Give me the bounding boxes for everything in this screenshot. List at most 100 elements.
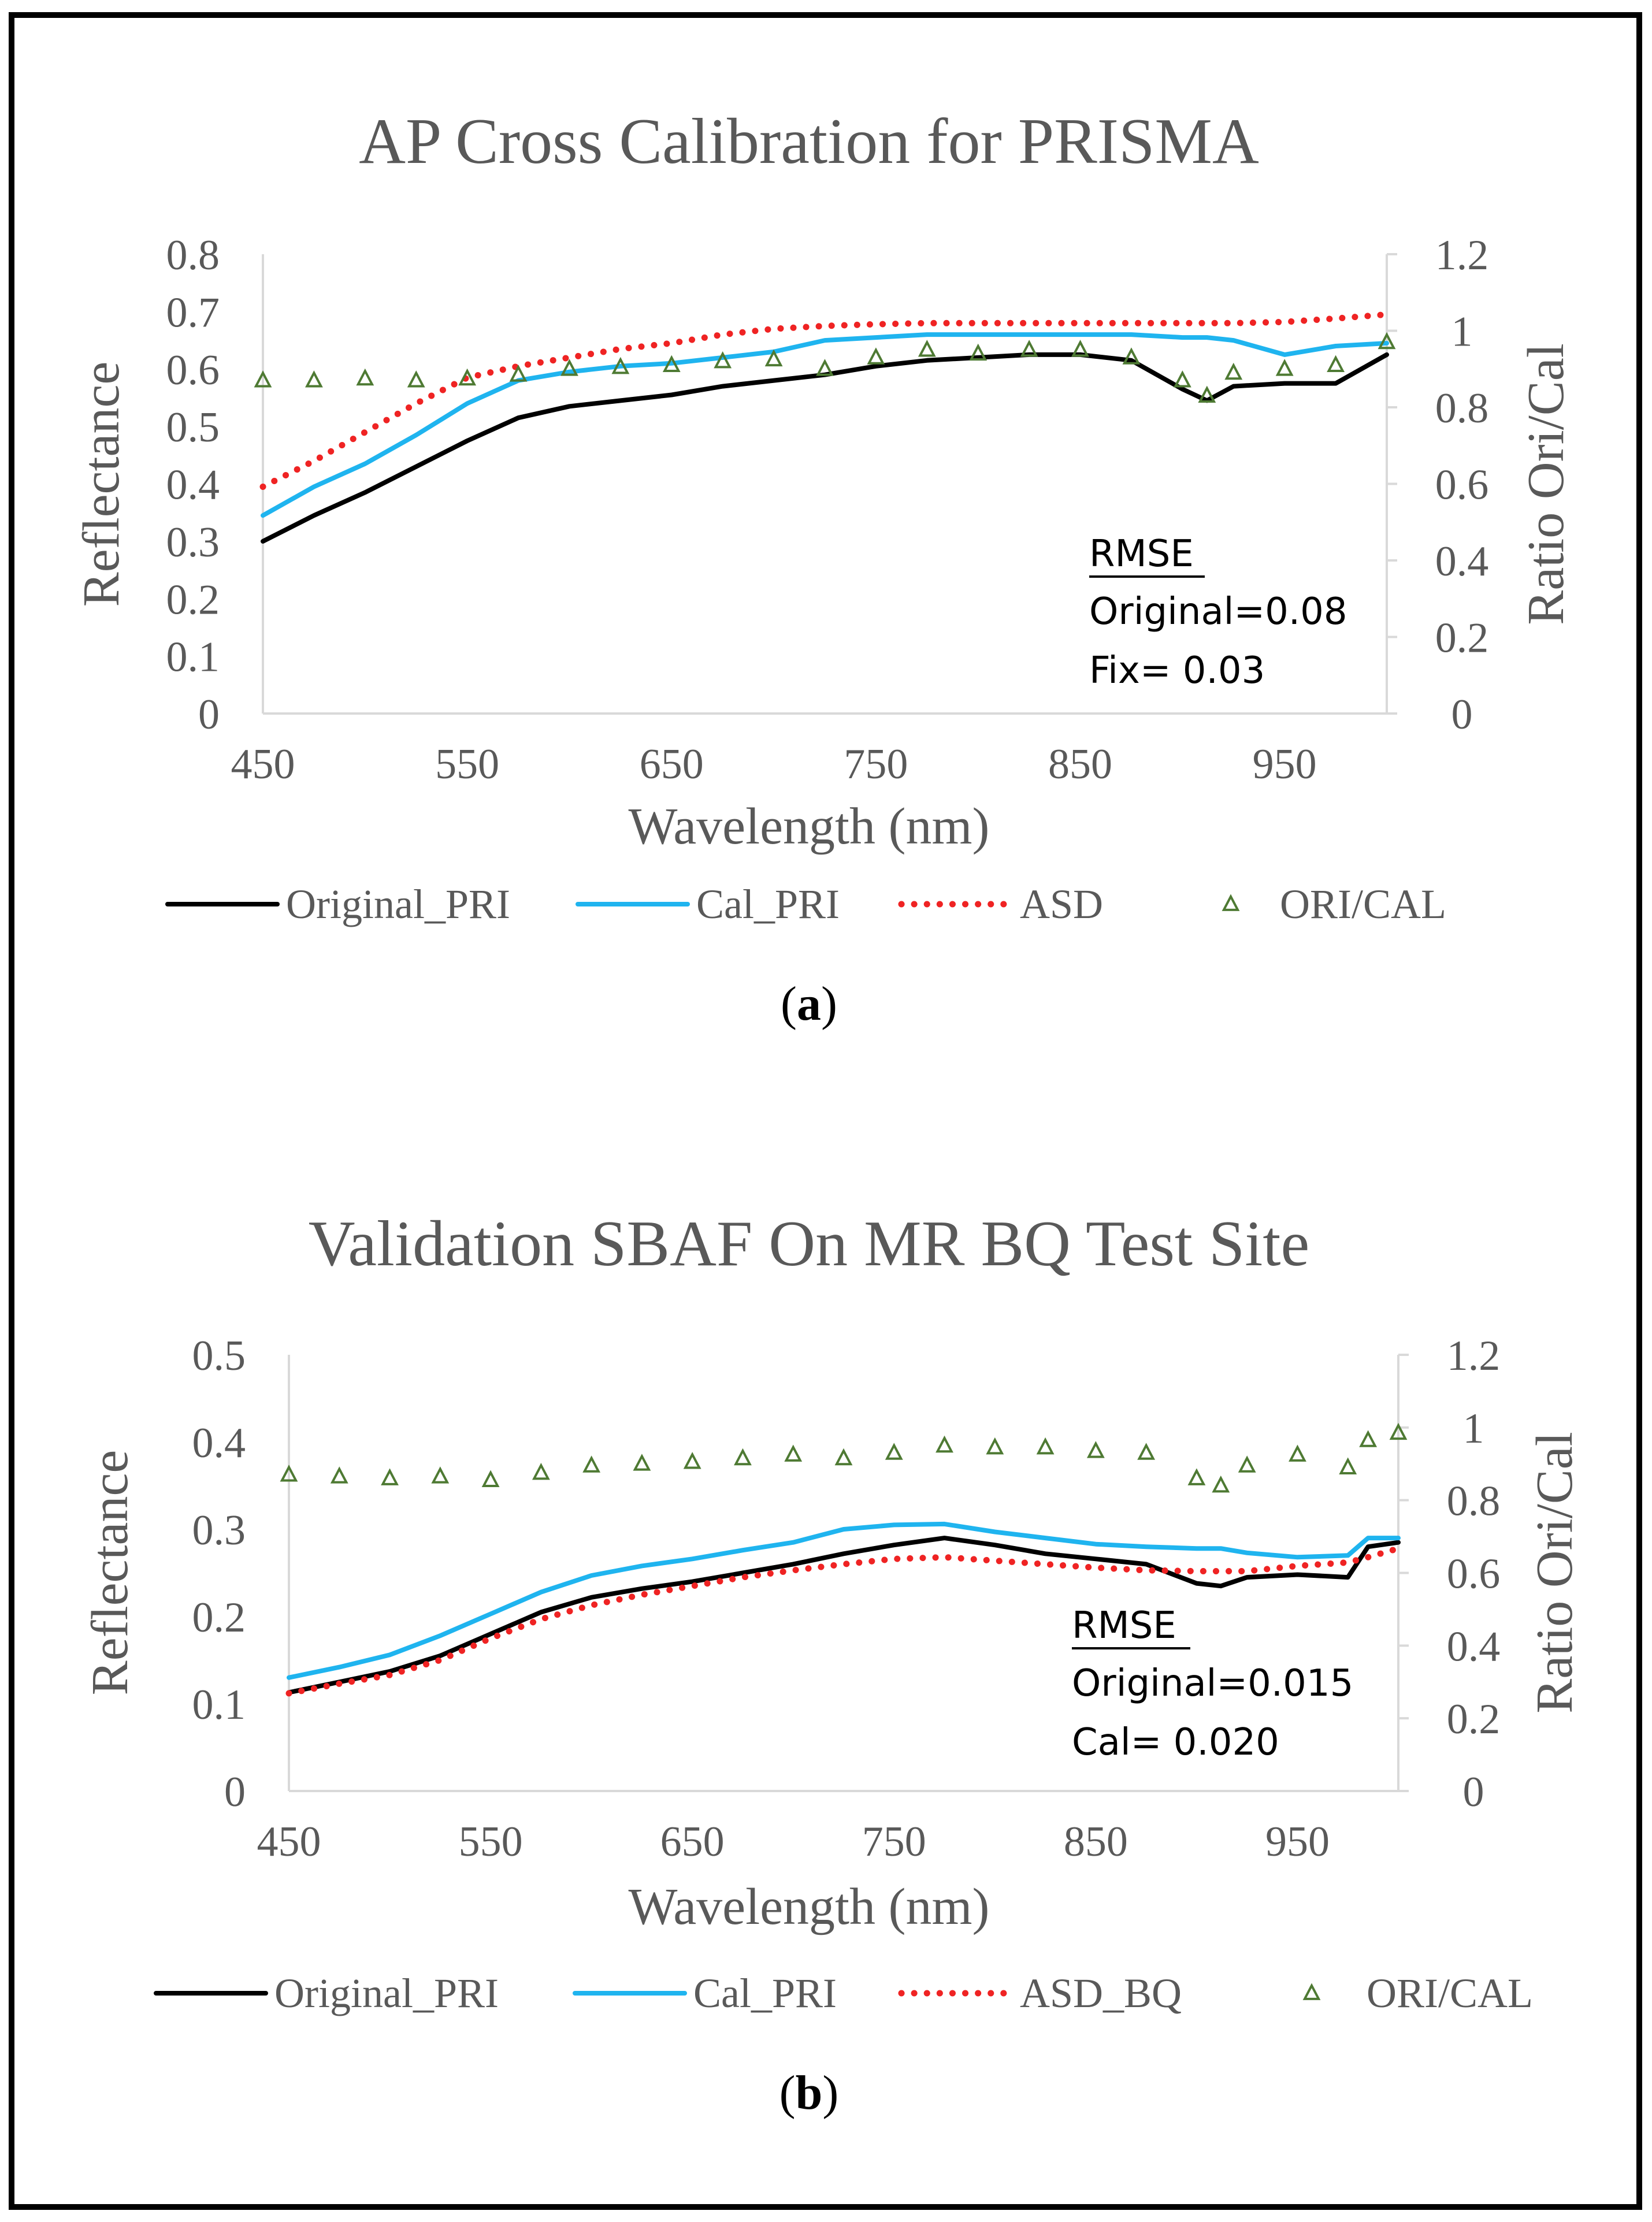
x-tick-label: 750	[844, 741, 908, 788]
ratio-marker	[305, 370, 323, 388]
ratio-marker	[1378, 332, 1396, 350]
x-axis-label: Wavelength (nm)	[628, 798, 989, 855]
ratio-marker	[532, 1462, 550, 1480]
y-tick-label: 0.2	[192, 1594, 246, 1641]
x-axis-label: Wavelength (nm)	[628, 1878, 989, 1935]
ratio-marker	[1238, 1455, 1256, 1473]
ratio-marker	[784, 1444, 803, 1462]
y-axis-label: Reflectance	[73, 362, 130, 607]
y2-tick-label: 0	[1451, 691, 1473, 738]
x-tick-label: 550	[435, 741, 499, 788]
series-line-asd-bq	[285, 1545, 1402, 1697]
legend-label: Original_PRI	[274, 1970, 499, 2016]
rmse-original: Original=0.015	[1072, 1662, 1353, 1705]
rmse-original: Original=0.08	[1089, 590, 1347, 633]
x-tick-label: 650	[660, 1818, 725, 1866]
ratio-marker	[918, 340, 936, 357]
rmse-heading: RMSE	[1089, 533, 1194, 575]
legend-marker	[1222, 894, 1240, 911]
legend-label: Original_PRI	[286, 881, 510, 927]
y2-tick-label: 0.4	[1435, 538, 1489, 585]
y2-tick-label: 0.8	[1435, 385, 1489, 432]
ratio-marker	[582, 1455, 601, 1473]
ratio-marker	[885, 1443, 903, 1460]
x-tick-label: 950	[1265, 1818, 1330, 1866]
x-tick-label: 850	[1064, 1818, 1128, 1866]
ratio-marker	[986, 1437, 1004, 1455]
panel-label: (a)	[781, 977, 837, 1031]
ratio-marker	[1359, 1430, 1378, 1447]
panel-paren-close: )	[822, 2066, 838, 2120]
x-tick-label: 650	[640, 741, 704, 788]
y2-tick-label: 0	[1463, 1768, 1484, 1816]
y-tick-label: 0.3	[192, 1507, 246, 1554]
ratio-marker	[683, 1452, 701, 1469]
y-tick-label: 0	[224, 1768, 246, 1816]
y2-tick-label: 1.2	[1447, 1332, 1501, 1380]
legend-label: ASD	[1020, 881, 1103, 927]
ratio-marker	[816, 359, 834, 376]
y-tick-label: 0	[198, 691, 220, 738]
ratio-marker	[1020, 340, 1038, 357]
ratio-marker	[867, 347, 885, 365]
ratio-marker	[481, 1470, 500, 1487]
legend-label: Cal_PRI	[693, 1970, 837, 2016]
ratio-marker	[407, 370, 425, 388]
legend-marker	[1302, 1983, 1321, 2000]
x-tick-label: 950	[1253, 741, 1317, 788]
legend-label: Cal_PRI	[696, 881, 840, 927]
ratio-marker	[611, 356, 630, 374]
legend-label: ORI/CAL	[1367, 1970, 1533, 2016]
y-axis-label: Reflectance	[81, 1450, 139, 1696]
ratio-marker	[834, 1448, 853, 1466]
ratio-marker	[1389, 1422, 1408, 1440]
y2-axis-label: Ratio Ori/Cal	[1517, 343, 1575, 625]
y-tick-label: 0.8	[166, 232, 220, 279]
ratio-marker	[1224, 362, 1243, 380]
ratio-marker	[381, 1468, 399, 1485]
y-tick-label: 0.5	[192, 1332, 246, 1380]
ratio-marker	[1036, 1437, 1055, 1455]
y2-tick-label: 0.2	[1435, 615, 1489, 662]
chart-title: AP Cross Calibration for PRISMA	[359, 106, 1259, 177]
ratio-marker	[509, 365, 528, 382]
ratio-marker	[1289, 1444, 1306, 1462]
ratio-marker	[1173, 370, 1191, 388]
x-tick-label: 550	[459, 1818, 523, 1866]
y-tick-label: 0.3	[166, 519, 220, 566]
chart-title: Validation SBAF On MR BQ Test Site	[309, 1208, 1310, 1280]
ratio-marker	[1339, 1457, 1357, 1474]
x-tick-label: 750	[862, 1818, 926, 1866]
y2-tick-label: 0.6	[1435, 462, 1489, 509]
ratio-marker	[1122, 347, 1141, 365]
rmse-second: Cal= 0.020	[1072, 1721, 1279, 1764]
ratio-marker	[714, 351, 732, 369]
ratio-marker	[431, 1466, 450, 1484]
y-tick-label: 0.5	[166, 404, 220, 451]
panel-label: (b)	[779, 2066, 839, 2120]
legend-label: ASD_BQ	[1020, 1970, 1182, 2016]
y-tick-label: 0.7	[166, 289, 220, 336]
ratio-marker	[1212, 1475, 1230, 1493]
y2-axis-label: Ratio Ori/Cal	[1526, 1432, 1583, 1713]
ratio-marker	[1198, 385, 1216, 403]
y2-tick-label: 0.2	[1447, 1696, 1501, 1743]
ratio-marker	[1187, 1468, 1206, 1485]
figure-border	[9, 12, 1642, 2210]
ratio-marker	[969, 343, 988, 361]
ratio-marker	[764, 349, 783, 367]
ratio-marker	[458, 368, 477, 386]
panel-paren-close: )	[821, 977, 837, 1031]
ratio-marker	[560, 359, 578, 376]
y-tick-label: 0.6	[166, 347, 220, 394]
panel-paren-open: (	[781, 977, 797, 1031]
panel-paren-open: (	[779, 2066, 796, 2120]
y2-tick-label: 1.2	[1435, 232, 1489, 279]
rmse-heading: RMSE	[1072, 1604, 1176, 1647]
y-tick-label: 0.1	[166, 634, 220, 681]
ratio-marker	[633, 1454, 651, 1471]
ratio-marker	[280, 1465, 298, 1482]
panel-letter: b	[796, 2066, 823, 2120]
rmse-second: Fix= 0.03	[1089, 649, 1265, 692]
